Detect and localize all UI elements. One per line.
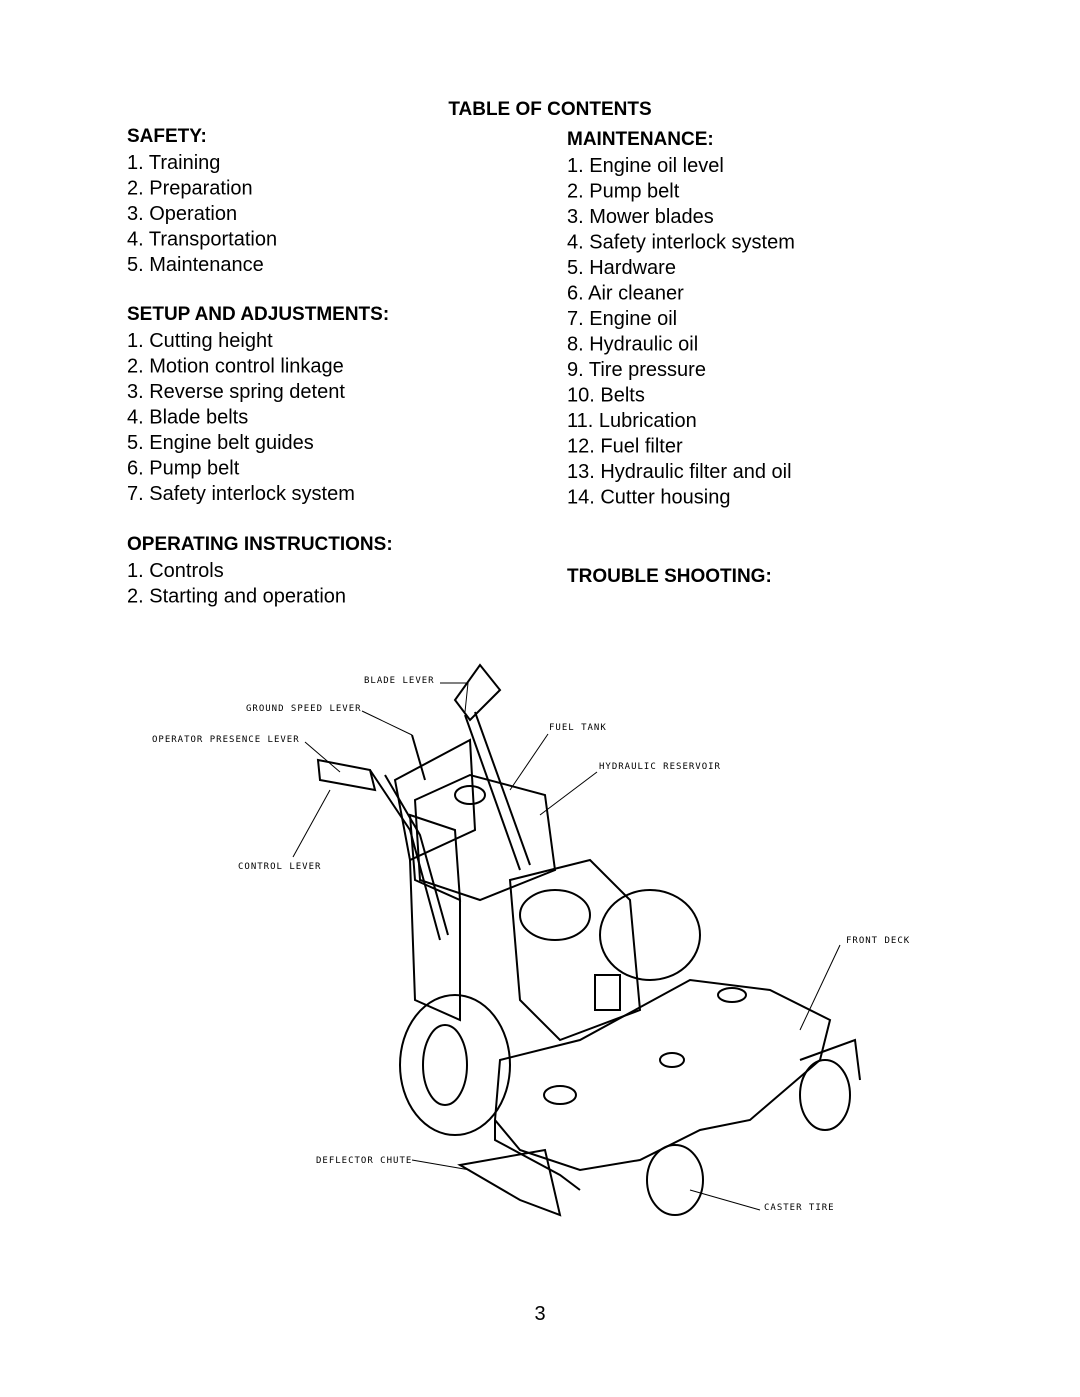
- toc-item: 7. Engine oil: [567, 308, 677, 330]
- toc-item: 4. Transportation: [127, 229, 277, 251]
- title: TABLE OF CONTENTS: [448, 99, 651, 120]
- section-heading: MAINTENANCE:: [567, 129, 714, 150]
- leader-lines: [292, 682, 841, 1211]
- toc-item: 11. Lubrication: [567, 410, 697, 432]
- toc-item: 8. Hydraulic oil: [567, 334, 698, 356]
- diagram-label: DEFLECTOR CHUTE: [316, 1156, 412, 1166]
- section-heading: OPERATING INSTRUCTIONS:: [127, 534, 393, 555]
- toc-item: 1. Controls: [127, 560, 224, 582]
- toc-item: 6. Air cleaner: [567, 283, 684, 305]
- section-heading: TROUBLE SHOOTING:: [567, 566, 772, 587]
- toc-item: 10. Belts: [567, 385, 645, 407]
- diagram-label: CASTER TIRE: [764, 1203, 835, 1213]
- toc-item: 5. Engine belt guides: [127, 432, 314, 454]
- toc-item: 1. Training: [127, 152, 220, 174]
- toc-item: 6. Pump belt: [127, 458, 240, 480]
- toc-item: 3. Operation: [127, 203, 237, 225]
- toc-item: 2. Preparation: [127, 178, 253, 200]
- diagram-label: CONTROL LEVER: [238, 862, 321, 872]
- diagram-label: FRONT DECK: [846, 936, 910, 946]
- toc-item: 13. Hydraulic filter and oil: [567, 461, 792, 483]
- page-number: 3: [534, 1303, 545, 1325]
- toc-item: 4. Safety interlock system: [567, 232, 795, 254]
- toc-item: 12. Fuel filter: [567, 436, 683, 458]
- toc-item: 7. Safety interlock system: [127, 483, 355, 505]
- toc-item: 5. Maintenance: [127, 254, 264, 276]
- section-heading: SAFETY:: [127, 126, 207, 147]
- toc-item: 5. Hardware: [567, 257, 676, 279]
- diagram-label: FUEL TANK: [549, 723, 607, 733]
- diagram-label: OPERATOR PRESENCE LEVER: [152, 735, 300, 745]
- diagram-label: GROUND SPEED LEVER: [246, 704, 362, 714]
- toc-item: 9. Tire pressure: [567, 359, 706, 381]
- toc-item: 2. Motion control linkage: [127, 356, 344, 378]
- diagram-label: BLADE LEVER: [364, 676, 435, 686]
- toc-item: 1. Cutting height: [127, 330, 273, 352]
- toc-item: 4. Blade belts: [127, 407, 248, 429]
- toc-item: 3. Reverse spring detent: [127, 381, 345, 403]
- toc-item: 1. Engine oil level: [567, 155, 724, 177]
- toc-item: 2. Pump belt: [567, 181, 680, 203]
- section-heading: SETUP AND ADJUSTMENTS:: [127, 304, 389, 325]
- toc-item: 2. Starting and operation: [127, 586, 346, 608]
- toc-item: 14. Cutter housing: [567, 487, 730, 509]
- mower-drawing: [316, 663, 861, 1217]
- diagram-label: HYDRAULIC RESERVOIR: [599, 762, 721, 772]
- toc-item: 3. Mower blades: [567, 206, 714, 228]
